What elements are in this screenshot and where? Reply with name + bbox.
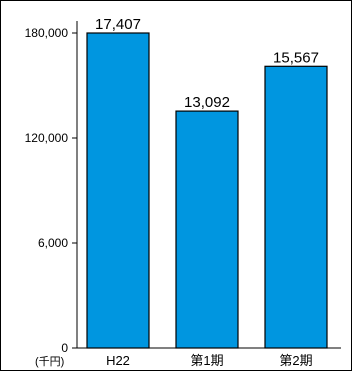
x-category-label: 第1期: [190, 353, 223, 368]
data-label: 17,407: [95, 16, 141, 33]
x-category-label: 第2期: [279, 353, 312, 368]
bar: [264, 65, 328, 349]
data-label: 15,567: [273, 49, 319, 66]
y-tick-label: 0: [61, 341, 68, 355]
bar: [86, 32, 150, 349]
data-label: 13,092: [184, 94, 230, 111]
y-unit-label: (千円): [35, 355, 64, 368]
x-category-label: H22: [106, 353, 130, 368]
y-tick-label: 120,000: [25, 131, 69, 145]
y-tick-label: 180,000: [25, 26, 69, 40]
bar: [175, 110, 239, 349]
y-tick-label: 6,000: [38, 236, 68, 250]
